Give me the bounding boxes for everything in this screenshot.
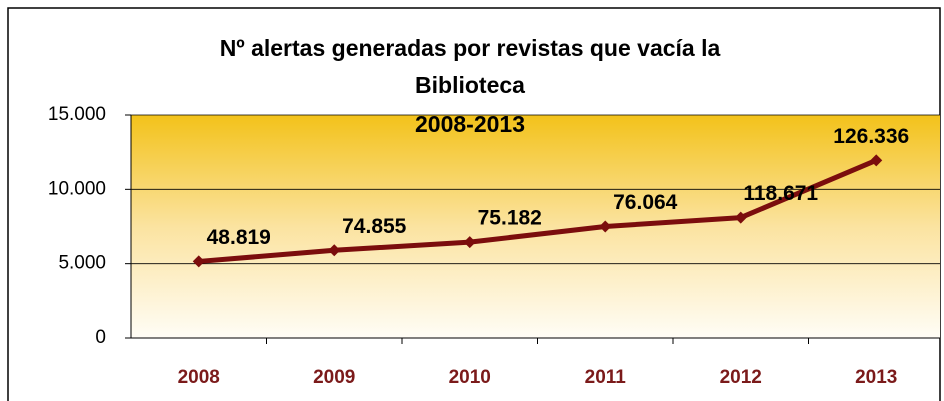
point-label: 118.671 <box>743 182 818 205</box>
point-label: 74.855 <box>342 215 407 238</box>
marker <box>734 211 747 224</box>
marker <box>870 154 883 167</box>
x-tick-label: 2010 <box>449 367 491 388</box>
point-label: 126.336 <box>833 125 909 148</box>
chart-title: 2008-2013 <box>415 111 525 137</box>
point-label: 75.182 <box>478 207 542 230</box>
x-tick-label: 2013 <box>855 367 897 388</box>
plot-area <box>131 115 940 338</box>
marker <box>463 236 476 249</box>
marker <box>599 220 612 233</box>
y-tick-label: 5.000 <box>58 253 106 274</box>
y-tick-label: 0 <box>95 327 106 348</box>
x-tick-label: 2008 <box>178 367 220 388</box>
y-tick-label: 10.000 <box>48 178 106 199</box>
marker <box>328 244 341 257</box>
y-tick-label: 15.000 <box>48 104 106 125</box>
x-tick-label: 2011 <box>585 367 627 388</box>
chart-title: Biblioteca <box>415 72 525 98</box>
point-label: 48.819 <box>207 226 271 249</box>
chart-title: Nº alertas generadas por revistas que va… <box>220 35 721 61</box>
x-tick-label: 2009 <box>313 367 355 388</box>
point-label: 76.064 <box>613 191 678 214</box>
x-tick-label: 2012 <box>720 367 762 388</box>
marker <box>192 255 205 268</box>
line <box>198 158 878 264</box>
